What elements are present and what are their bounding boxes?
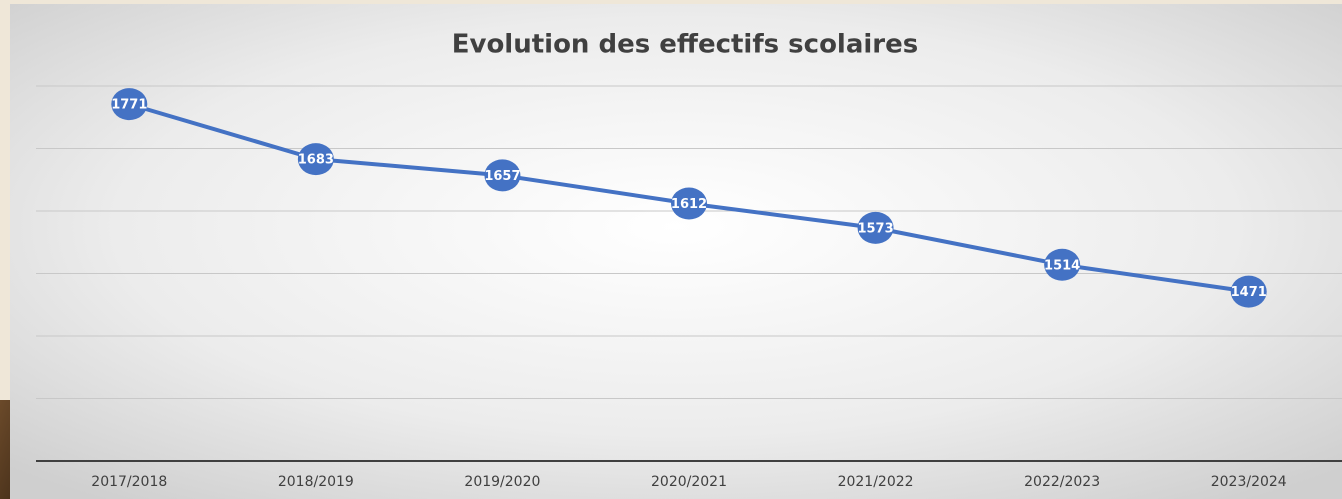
- data-point: [1230, 275, 1267, 308]
- data-label: 1573: [857, 221, 893, 236]
- x-tick-label: 2022/2023: [1024, 474, 1100, 490]
- data-point: [857, 211, 894, 244]
- data-label: 1657: [484, 169, 520, 184]
- data-label: 1771: [111, 98, 147, 113]
- data-point: [1044, 248, 1081, 281]
- data-label: 1612: [671, 197, 707, 212]
- data-label: 1514: [1044, 258, 1080, 273]
- x-tick-label: 2020/2021: [651, 474, 727, 490]
- data-point: [111, 88, 148, 121]
- data-point: [484, 159, 521, 192]
- x-tick-label: 2017/2018: [91, 474, 167, 490]
- chart-title: Evolution des effectifs scolaires: [452, 30, 919, 60]
- chart-panel: [10, 4, 1342, 499]
- data-label: 1683: [298, 153, 334, 168]
- data-point: [297, 143, 334, 176]
- data-point: [671, 187, 707, 220]
- x-tick-label: 2021/2022: [838, 474, 914, 490]
- x-tick-label: 2018/2019: [278, 474, 354, 490]
- x-tick-label: 2023/2024: [1211, 474, 1287, 490]
- x-tick-label: 2019/2020: [464, 474, 540, 490]
- data-label: 1471: [1231, 285, 1267, 300]
